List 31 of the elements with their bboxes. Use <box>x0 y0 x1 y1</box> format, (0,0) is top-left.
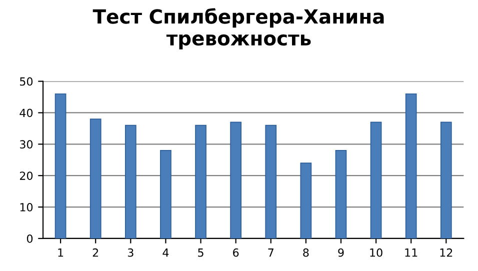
x-tick-label: 10 <box>370 248 382 257</box>
x-tick-label: 12 <box>440 248 452 257</box>
bar <box>335 150 347 238</box>
x-tick-label: 6 <box>233 248 239 257</box>
x-tick-label: 4 <box>162 248 169 257</box>
y-tick-label: 50 <box>20 77 33 86</box>
bar <box>230 122 242 238</box>
bar <box>370 122 382 238</box>
x-tick-label: 5 <box>198 248 204 257</box>
x-tick-label: 1 <box>58 248 64 257</box>
x-tick-label: 3 <box>128 248 134 257</box>
x-tick-label: 11 <box>405 248 418 257</box>
bar <box>440 122 452 238</box>
bar <box>54 93 66 238</box>
x-tick-label: 9 <box>338 248 344 257</box>
bar <box>160 150 172 238</box>
bar <box>90 118 102 238</box>
bar <box>300 162 312 238</box>
bar <box>405 93 417 238</box>
y-tick-label: 0 <box>26 234 33 243</box>
x-tick-label: 7 <box>268 248 274 257</box>
y-tick-label: 30 <box>20 140 33 149</box>
bar <box>195 124 206 238</box>
y-tick-label: 10 <box>20 203 33 212</box>
y-tick-label: 20 <box>20 172 33 180</box>
x-tick-label: 8 <box>303 248 309 257</box>
chart-title: Тест Спилбергера-Ханина тревожность <box>92 8 384 50</box>
bar <box>265 124 277 238</box>
x-tick-label: 2 <box>92 248 98 257</box>
y-tick-label: 40 <box>20 108 33 118</box>
bar <box>124 124 136 238</box>
